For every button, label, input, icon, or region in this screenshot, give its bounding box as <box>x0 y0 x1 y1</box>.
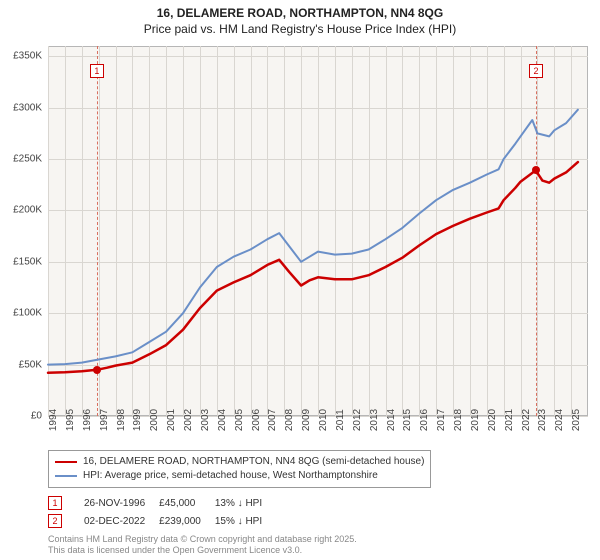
legend-row-hpi: HPI: Average price, semi-detached house,… <box>55 469 424 483</box>
x-tick-label: 2003 <box>200 409 211 431</box>
y-tick-label: £100K <box>0 308 42 319</box>
legend-row-property: 16, DELAMERE ROAD, NORTHAMPTON, NN4 8QG … <box>55 455 424 469</box>
legend-label-property: 16, DELAMERE ROAD, NORTHAMPTON, NN4 8QG … <box>83 455 424 469</box>
x-tick-label: 2008 <box>284 409 295 431</box>
title-block: 16, DELAMERE ROAD, NORTHAMPTON, NN4 8QG … <box>0 0 600 37</box>
x-tick-label: 2014 <box>386 409 397 431</box>
x-tick-label: 2018 <box>453 409 464 431</box>
line-plot <box>48 46 588 416</box>
x-tick-label: 2017 <box>436 409 447 431</box>
series-property <box>48 162 578 373</box>
title-address: 16, DELAMERE ROAD, NORTHAMPTON, NN4 8QG <box>0 6 600 22</box>
sale-row-2: 2 02-DEC-2022 £239,000 15% ↓ HPI <box>48 512 276 530</box>
x-tick-label: 2023 <box>537 409 548 431</box>
x-tick-label: 2007 <box>267 409 278 431</box>
chart-area: 12 £0£50K£100K£150K£200K£250K£300K£350K … <box>48 46 588 416</box>
series-hpi <box>48 110 578 365</box>
x-tick-label: 2021 <box>504 409 515 431</box>
footer-line1: Contains HM Land Registry data © Crown c… <box>48 534 357 545</box>
y-tick-label: £350K <box>0 51 42 62</box>
sale-date-2: 02-DEC-2022 <box>84 512 159 530</box>
x-tick-label: 1998 <box>116 409 127 431</box>
y-tick-label: £0 <box>0 411 42 422</box>
legend-block: 16, DELAMERE ROAD, NORTHAMPTON, NN4 8QG … <box>48 450 588 530</box>
x-tick-label: 1996 <box>82 409 93 431</box>
sale-delta-2: 15% ↓ HPI <box>215 512 276 530</box>
x-tick-label: 2019 <box>470 409 481 431</box>
x-tick-label: 1995 <box>65 409 76 431</box>
sale-row-1: 1 26-NOV-1996 £45,000 13% ↓ HPI <box>48 494 276 512</box>
sale-price-1: £45,000 <box>159 494 215 512</box>
footer-line2: This data is licensed under the Open Gov… <box>48 545 357 556</box>
x-tick-label: 1994 <box>48 409 59 431</box>
x-tick-label: 2006 <box>251 409 262 431</box>
legend-swatch-property <box>55 461 77 463</box>
x-tick-label: 2020 <box>487 409 498 431</box>
legend-box: 16, DELAMERE ROAD, NORTHAMPTON, NN4 8QG … <box>48 450 431 488</box>
x-tick-label: 1999 <box>132 409 143 431</box>
legend-label-hpi: HPI: Average price, semi-detached house,… <box>83 469 378 483</box>
x-tick-label: 2002 <box>183 409 194 431</box>
x-tick-label: 2024 <box>554 409 565 431</box>
title-subtitle: Price paid vs. HM Land Registry's House … <box>0 22 600 38</box>
sale-marker-1: 1 <box>48 496 62 510</box>
x-tick-label: 2004 <box>217 409 228 431</box>
x-tick-label: 2013 <box>369 409 380 431</box>
sale-marker-cell: 1 <box>48 494 84 512</box>
y-tick-label: £50K <box>0 359 42 370</box>
x-tick-label: 2010 <box>318 409 329 431</box>
x-tick-label: 2015 <box>402 409 413 431</box>
footer: Contains HM Land Registry data © Crown c… <box>48 534 357 557</box>
x-tick-label: 1997 <box>99 409 110 431</box>
x-tick-label: 2009 <box>301 409 312 431</box>
sales-table: 1 26-NOV-1996 £45,000 13% ↓ HPI 2 02-DEC… <box>48 494 276 530</box>
x-tick-label: 2000 <box>149 409 160 431</box>
y-tick-label: £150K <box>0 256 42 267</box>
sale-price-2: £239,000 <box>159 512 215 530</box>
x-tick-label: 2016 <box>419 409 430 431</box>
x-tick-label: 2005 <box>234 409 245 431</box>
sale-date-1: 26-NOV-1996 <box>84 494 159 512</box>
x-tick-label: 2011 <box>335 409 346 431</box>
x-tick-label: 2001 <box>166 409 177 431</box>
x-tick-label: 2025 <box>571 409 582 431</box>
sale-delta-1: 13% ↓ HPI <box>215 494 276 512</box>
y-tick-label: £300K <box>0 102 42 113</box>
chart-container: 16, DELAMERE ROAD, NORTHAMPTON, NN4 8QG … <box>0 0 600 560</box>
sale-marker-cell: 2 <box>48 512 84 530</box>
x-tick-label: 2022 <box>521 409 532 431</box>
x-tick-label: 2012 <box>352 409 363 431</box>
y-tick-label: £250K <box>0 154 42 165</box>
legend-swatch-hpi <box>55 475 77 477</box>
y-tick-label: £200K <box>0 205 42 216</box>
sale-marker-2: 2 <box>48 514 62 528</box>
